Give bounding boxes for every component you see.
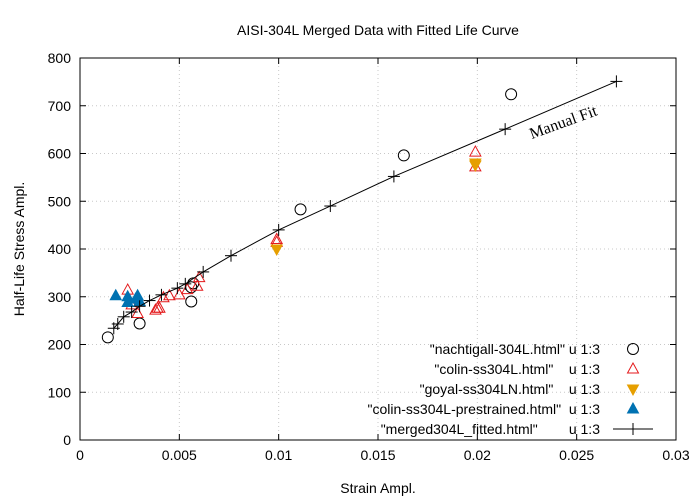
series-4 xyxy=(107,75,623,335)
y-tick-label: 200 xyxy=(48,337,72,353)
data-point xyxy=(397,149,410,162)
series-1 xyxy=(121,145,482,318)
data-point xyxy=(109,288,123,301)
x-tick-label: 0.025 xyxy=(559,447,594,463)
legend-label: "nachtigall-304L.html" u 1:3 xyxy=(430,341,600,357)
y-tick-label: 800 xyxy=(48,50,72,66)
legend-label: "colin-ss304L-prestrained.html" u 1:3 xyxy=(368,401,601,417)
data-point xyxy=(179,277,192,290)
series-3 xyxy=(109,288,146,307)
data-point xyxy=(143,294,156,307)
x-tick-label: 0 xyxy=(76,447,84,463)
legend-marker xyxy=(627,423,639,435)
legend: "nachtigall-304L.html" u 1:3 "colin-ss304… xyxy=(368,341,653,437)
y-tick-label: 300 xyxy=(48,289,72,305)
legend-label: "goyal-ss304LN.html" u 1:3 xyxy=(420,381,601,397)
axis-ticks: 0 0.005 0.01 0.015 0.02 0.025 0.03 0 100 200 300 40… xyxy=(48,50,690,463)
y-tick-label: 400 xyxy=(48,241,72,257)
data-point xyxy=(272,223,285,236)
data-point xyxy=(270,232,284,244)
data-point xyxy=(125,306,138,319)
data-point xyxy=(387,170,400,183)
y-tick-label: 600 xyxy=(48,146,72,162)
data-point xyxy=(499,123,512,136)
data-point xyxy=(469,145,482,157)
y-tick-label: 100 xyxy=(48,384,72,400)
data-point xyxy=(197,265,210,278)
grid xyxy=(80,58,676,440)
data-point xyxy=(185,295,198,308)
data-point xyxy=(133,300,146,313)
legend-marker xyxy=(626,401,640,414)
legend-entry: "colin-ss304L-prestrained.html" u 1:3 xyxy=(368,401,640,417)
legend-entry: "goyal-ss304LN.html" u 1:3 xyxy=(420,381,640,397)
x-tick-label: 0.01 xyxy=(265,447,292,463)
data-point xyxy=(117,310,130,323)
data-point xyxy=(469,158,482,171)
data-point xyxy=(157,290,170,303)
legend-marker xyxy=(626,361,640,374)
data-point xyxy=(131,288,144,301)
legend-entry: "merged304L_fitted.html" u 1:3 xyxy=(381,421,653,437)
legend-label: "merged304L_fitted.html" u 1:3 xyxy=(381,421,600,437)
data-point xyxy=(224,249,237,262)
x-tick-label: 0.02 xyxy=(464,447,491,463)
legend-marker xyxy=(627,343,639,355)
data-point xyxy=(101,331,114,344)
y-tick-label: 500 xyxy=(48,193,72,209)
data-point xyxy=(270,244,284,257)
series-0 xyxy=(101,88,518,344)
data-point xyxy=(190,279,204,291)
manual-fit-annotation: Manual Fit xyxy=(527,103,600,143)
fit-line xyxy=(113,80,617,329)
data-point xyxy=(133,317,146,330)
y-tick-label: 0 xyxy=(63,432,71,448)
x-axis-label: Strain Ampl. xyxy=(340,480,415,496)
legend-entry: "nachtigall-304L.html" u 1:3 xyxy=(430,341,639,357)
data-point xyxy=(505,88,518,101)
data-point xyxy=(111,317,124,330)
data-point xyxy=(155,288,168,301)
series-layer xyxy=(101,75,623,344)
x-tick-label: 0.03 xyxy=(662,447,689,463)
y-axis-label: Half-Life Stress Ampl. xyxy=(11,182,27,317)
data-point xyxy=(294,203,307,216)
legend-label: "colin-ss304L.html" u 1:3 xyxy=(434,361,600,377)
legend-entry: "colin-ss304L.html" u 1:3 xyxy=(434,361,640,377)
series-2 xyxy=(270,158,482,257)
data-point xyxy=(121,295,135,307)
data-point xyxy=(149,303,162,315)
x-tick-label: 0.005 xyxy=(162,447,197,463)
y-tick-label: 700 xyxy=(48,98,72,114)
data-point xyxy=(171,282,184,295)
data-point xyxy=(180,282,194,295)
data-point xyxy=(324,200,337,213)
chart-title: AISI-304L Merged Data with Fitted Life C… xyxy=(237,22,519,38)
data-point xyxy=(610,75,623,88)
legend-marker xyxy=(626,384,640,397)
data-point xyxy=(153,301,166,313)
x-tick-label: 0.015 xyxy=(360,447,395,463)
